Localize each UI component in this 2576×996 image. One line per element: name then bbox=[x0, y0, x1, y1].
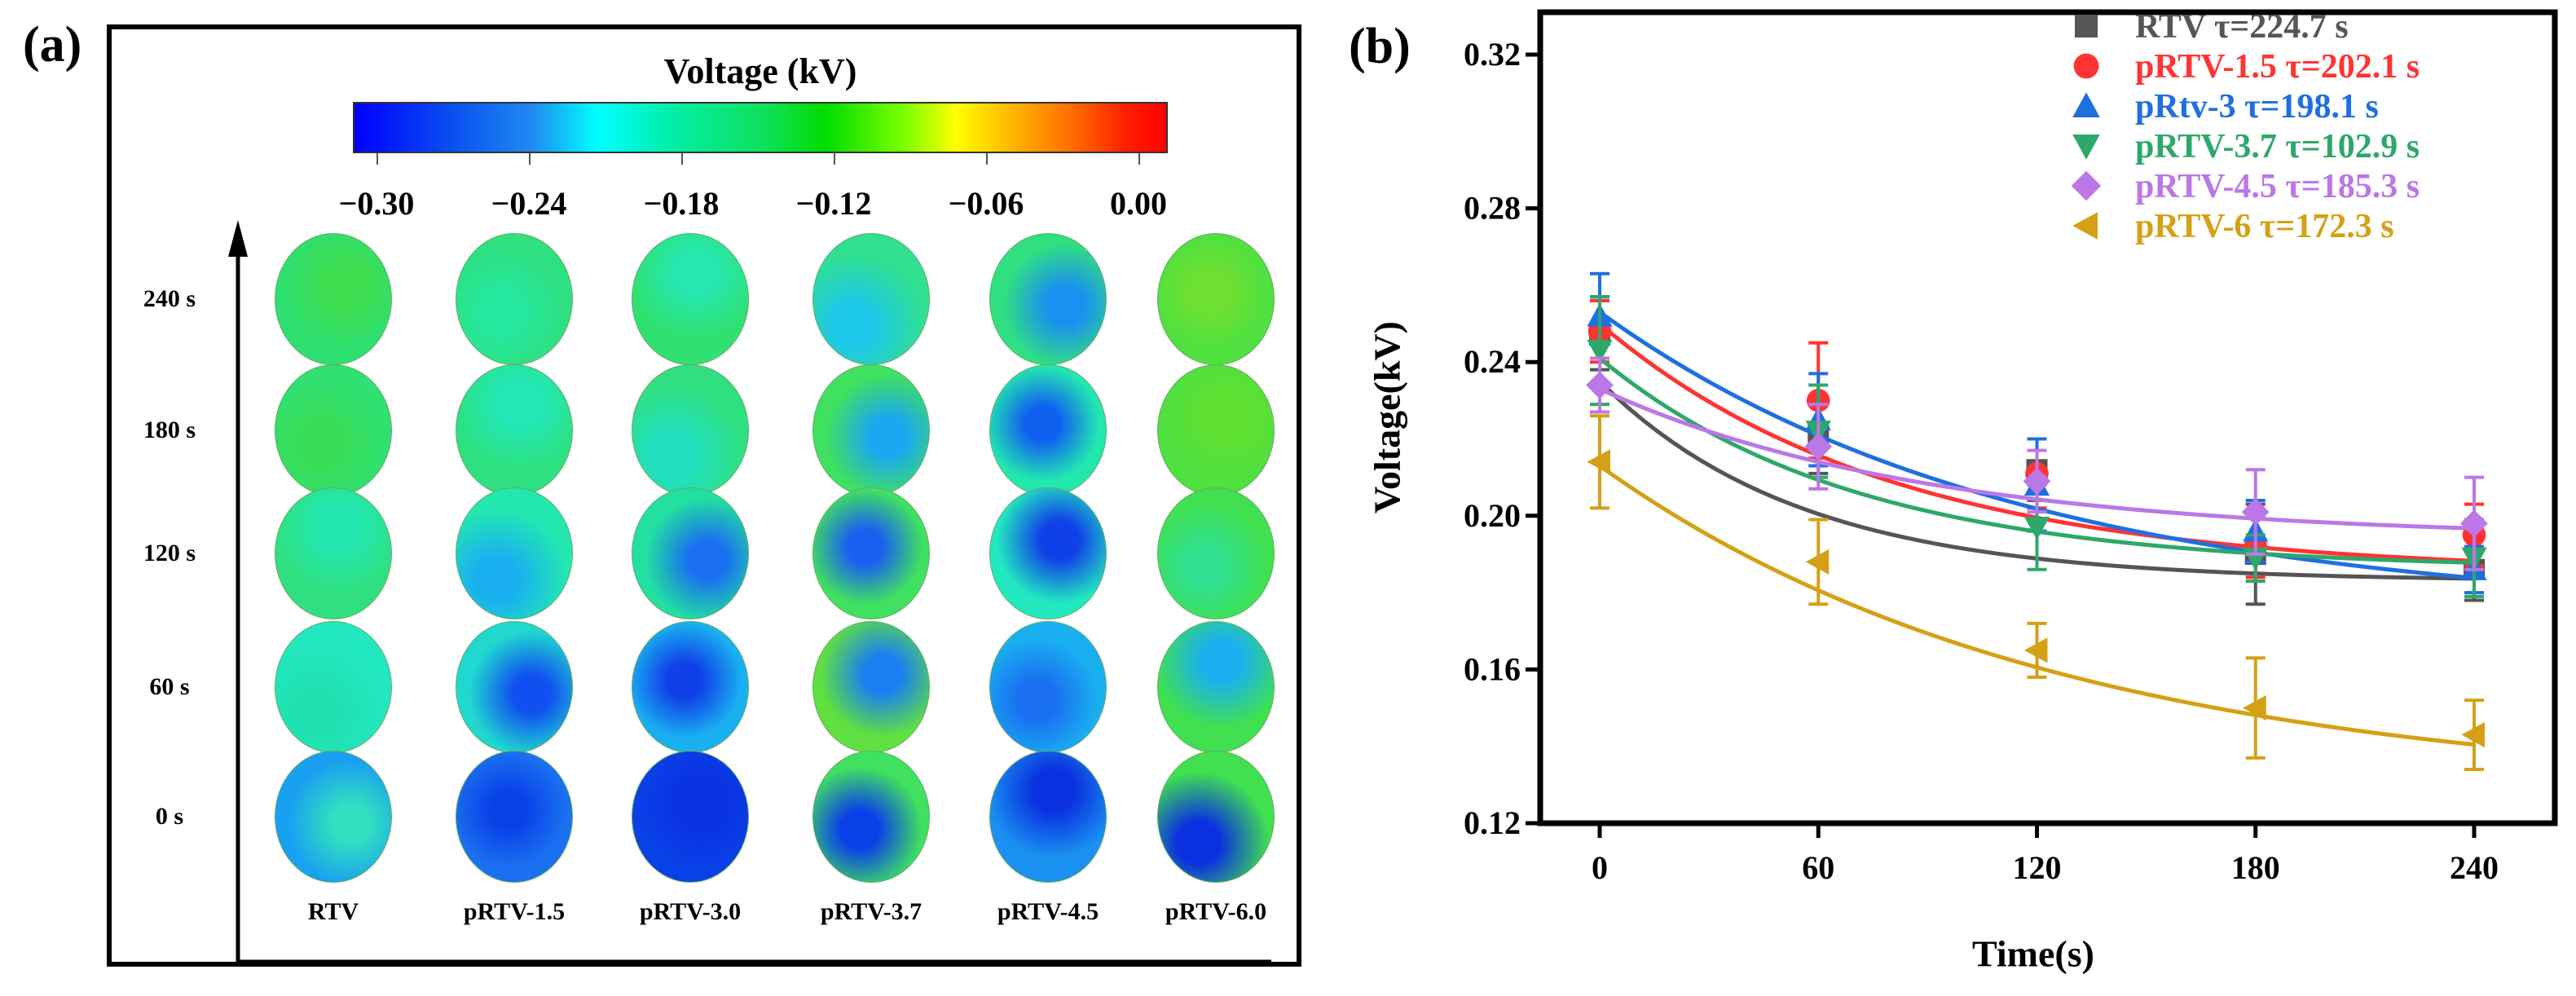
colorbar-tick bbox=[681, 153, 683, 165]
legend-entry: RTV τ=224.7 s bbox=[2135, 8, 2349, 46]
colorbar-tick-label: −0.18 bbox=[643, 185, 720, 222]
potential-map-pRTV-4.5-60s bbox=[989, 621, 1107, 753]
data-point bbox=[2023, 637, 2048, 663]
data-point bbox=[1587, 340, 1613, 364]
arrow-head-icon bbox=[228, 220, 248, 257]
potential-map-pRTV-1.5-0s bbox=[456, 751, 573, 883]
data-point bbox=[1805, 549, 1830, 575]
potential-map-RTV-180s bbox=[275, 364, 392, 496]
y-tick-label: 0.24 bbox=[1464, 343, 1521, 380]
y-tick-label: 0.12 bbox=[1464, 804, 1521, 841]
legend-entry: pRTV-6 τ=172.3 s bbox=[2135, 208, 2394, 245]
column-label-sample: pRTV-6.0 bbox=[1165, 898, 1267, 925]
potential-map-pRTV-3.0-240s bbox=[632, 233, 749, 365]
row-label-time: 240 s bbox=[143, 285, 196, 312]
legend-entry: pRTV-3.7 τ=102.9 s bbox=[2135, 128, 2420, 165]
potential-map-pRTV-6.0-180s bbox=[1157, 364, 1275, 496]
colorbar-tick-label: 0.00 bbox=[1110, 185, 1167, 222]
colorbar-tick bbox=[834, 153, 835, 165]
legend-entry: pRTV-1.5 τ=202.1 s bbox=[2135, 48, 2420, 86]
colorbar-tick-label: −0.12 bbox=[795, 185, 872, 222]
potential-map-pRTV-6.0-240s bbox=[1157, 233, 1275, 365]
potential-map-pRTV-3.7-120s bbox=[812, 487, 930, 619]
column-label-sample: pRTV-3.0 bbox=[639, 898, 742, 925]
colorbar-tick-label: −0.06 bbox=[948, 185, 1024, 222]
colorbar-tick bbox=[376, 153, 378, 165]
x-tick-label: 240 bbox=[2450, 849, 2499, 886]
data-point bbox=[1587, 449, 1610, 475]
column-label-sample: pRTV-3.7 bbox=[820, 898, 923, 925]
potential-map-pRTV-3.7-240s bbox=[812, 233, 930, 365]
data-point bbox=[2460, 509, 2488, 538]
data-point bbox=[2023, 467, 2051, 496]
series-pRTV-4.5 bbox=[1586, 356, 2488, 571]
potential-map-RTV-120s bbox=[275, 487, 392, 619]
data-point bbox=[2023, 516, 2050, 540]
potential-map-RTV-60s bbox=[275, 621, 392, 753]
data-point bbox=[1586, 371, 1614, 399]
row-label-time: 0 s bbox=[155, 803, 184, 830]
x-tick-label: 120 bbox=[2013, 849, 2062, 886]
data-point bbox=[2243, 694, 2266, 721]
potential-map-pRTV-1.5-120s bbox=[456, 487, 573, 619]
colorbar-tick bbox=[1138, 153, 1140, 165]
potential-map-pRTV-4.5-0s bbox=[989, 751, 1107, 883]
potential-map-pRTV-1.5-60s bbox=[456, 621, 573, 753]
potential-map-pRTV-3.0-180s bbox=[632, 364, 749, 496]
data-point bbox=[2461, 721, 2485, 748]
series-pRTV-6 bbox=[1587, 414, 2485, 771]
panel-a-frame bbox=[107, 24, 1301, 967]
potential-map-RTV-240s bbox=[275, 233, 392, 365]
potential-map-pRTV-3.0-120s bbox=[632, 487, 749, 619]
panel-b-label: (b) bbox=[1349, 19, 1411, 74]
x-tick-label: 60 bbox=[1802, 849, 1834, 886]
row-label-time: 60 s bbox=[149, 673, 190, 700]
potential-map-pRTV-6.0-0s bbox=[1157, 751, 1275, 883]
colorbar-tick-label: −0.24 bbox=[491, 185, 567, 222]
potential-map-pRTV-4.5-120s bbox=[989, 487, 1107, 619]
legend-marker-diamond bbox=[2071, 170, 2102, 201]
x-tick-label: 180 bbox=[2231, 849, 2280, 886]
potential-map-pRTV-3.7-60s bbox=[812, 621, 930, 753]
colorbar-tick bbox=[986, 153, 988, 165]
y-tick-label: 0.16 bbox=[1464, 650, 1521, 687]
y-tick-label: 0.28 bbox=[1464, 190, 1521, 227]
colorbar-tick bbox=[529, 153, 531, 165]
potential-map-RTV-0s bbox=[275, 751, 392, 883]
colorbar-title: Voltage (kV) bbox=[663, 51, 857, 91]
potential-map-pRTV-1.5-180s bbox=[456, 364, 573, 496]
column-label-sample: RTV bbox=[307, 898, 359, 925]
panel-a-axes bbox=[228, 220, 1271, 964]
row-label-time: 180 s bbox=[143, 416, 196, 443]
legend-entry: pRtv-3 τ=198.1 s bbox=[2135, 88, 2379, 126]
legend-marker-square bbox=[2075, 15, 2098, 37]
colorbar bbox=[353, 102, 1168, 153]
column-label-sample: pRTV-4.5 bbox=[997, 898, 1099, 925]
legend-entry: pRTV-4.5 τ=185.3 s bbox=[2135, 168, 2420, 205]
x-axis-label: Time(s) bbox=[1972, 932, 2094, 975]
legend-marker-triangle-left bbox=[2072, 212, 2098, 240]
x-tick-label: 0 bbox=[1592, 849, 1608, 886]
panel-a-label: (a) bbox=[23, 17, 82, 73]
potential-map-pRTV-3.0-60s bbox=[632, 621, 749, 753]
potential-map-pRTV-6.0-60s bbox=[1157, 621, 1275, 753]
y-tick-label: 0.20 bbox=[1464, 497, 1521, 534]
legend-marker-circle bbox=[2073, 53, 2099, 79]
legend-marker-triangle-down bbox=[2072, 134, 2100, 160]
potential-map-pRTV-4.5-180s bbox=[989, 364, 1107, 496]
potential-map-pRTV-3.0-0s bbox=[632, 751, 749, 883]
data-point bbox=[2241, 498, 2270, 526]
column-label-sample: pRTV-1.5 bbox=[463, 898, 566, 925]
colorbar-tick-label: −0.30 bbox=[338, 185, 415, 222]
y-tick-label: 0.32 bbox=[1464, 36, 1521, 73]
plot-frame bbox=[1537, 9, 2558, 826]
potential-map-pRTV-4.5-240s bbox=[989, 233, 1107, 365]
legend-marker-triangle-up bbox=[2072, 92, 2100, 117]
row-label-time: 120 s bbox=[143, 540, 196, 566]
potential-map-pRTV-6.0-120s bbox=[1157, 487, 1275, 619]
data-point bbox=[1804, 433, 1833, 461]
potential-map-pRTV-3.7-0s bbox=[812, 751, 930, 883]
